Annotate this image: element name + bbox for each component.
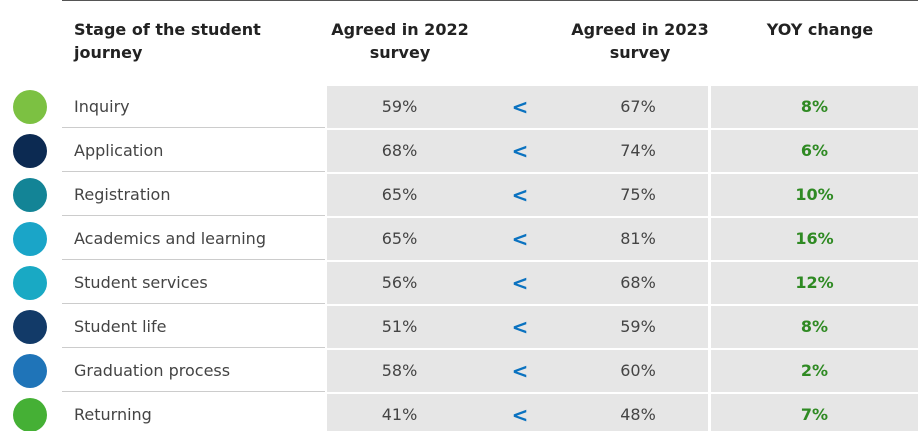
stage-cell: Registration xyxy=(62,174,325,216)
arrow: < xyxy=(472,350,568,392)
yoy-change: 8% xyxy=(711,86,918,128)
stage-cell: Application xyxy=(62,130,325,172)
value-2023: 67% xyxy=(568,86,708,128)
header-stage: Stage of the student journey xyxy=(74,20,261,62)
arrow: < xyxy=(472,174,568,216)
value-2023: 68% xyxy=(568,262,708,304)
yoy-change: 7% xyxy=(711,394,918,431)
value-2023: 81% xyxy=(568,218,708,260)
yoy-change: 2% xyxy=(711,350,918,392)
value-2022: 41% xyxy=(327,394,472,431)
row-icon xyxy=(13,222,47,256)
stage-cell: Inquiry xyxy=(62,86,325,128)
row-icon xyxy=(13,178,47,212)
row-icon xyxy=(13,266,47,300)
arrow: < xyxy=(472,130,568,172)
value-2022: 68% xyxy=(327,130,472,172)
value-2023: 74% xyxy=(568,130,708,172)
arrow: < xyxy=(472,218,568,260)
row-icon xyxy=(13,90,47,124)
header-2022: Agreed in 2022 survey xyxy=(331,20,469,62)
row-icon xyxy=(13,354,47,388)
yoy-change: 6% xyxy=(711,130,918,172)
value-2022: 65% xyxy=(327,218,472,260)
value-2022: 59% xyxy=(327,86,472,128)
arrow: < xyxy=(472,394,568,431)
arrow: < xyxy=(472,262,568,304)
yoy-change: 12% xyxy=(711,262,918,304)
arrow: < xyxy=(472,306,568,348)
value-2023: 75% xyxy=(568,174,708,216)
value-2023: 60% xyxy=(568,350,708,392)
stage-cell: Returning xyxy=(62,394,325,431)
stage-cell: Graduation process xyxy=(62,350,325,392)
stage-cell: Academics and learning xyxy=(62,218,325,260)
value-2022: 51% xyxy=(327,306,472,348)
arrow: < xyxy=(472,86,568,128)
value-2022: 56% xyxy=(327,262,472,304)
stage-cell: Student services xyxy=(62,262,325,304)
row-icon xyxy=(13,310,47,344)
yoy-change: 16% xyxy=(711,218,918,260)
value-2022: 65% xyxy=(327,174,472,216)
row-icon xyxy=(13,398,47,431)
stage-cell: Student life xyxy=(62,306,325,348)
value-2022: 58% xyxy=(327,350,472,392)
yoy-change: 8% xyxy=(711,306,918,348)
value-2023: 48% xyxy=(568,394,708,431)
row-icon xyxy=(13,134,47,168)
top-rule xyxy=(62,0,918,1)
value-2023: 59% xyxy=(568,306,708,348)
header-yoy: YOY change xyxy=(766,20,874,39)
header-2023: Agreed in 2023 survey xyxy=(571,20,709,62)
yoy-change: 10% xyxy=(711,174,918,216)
